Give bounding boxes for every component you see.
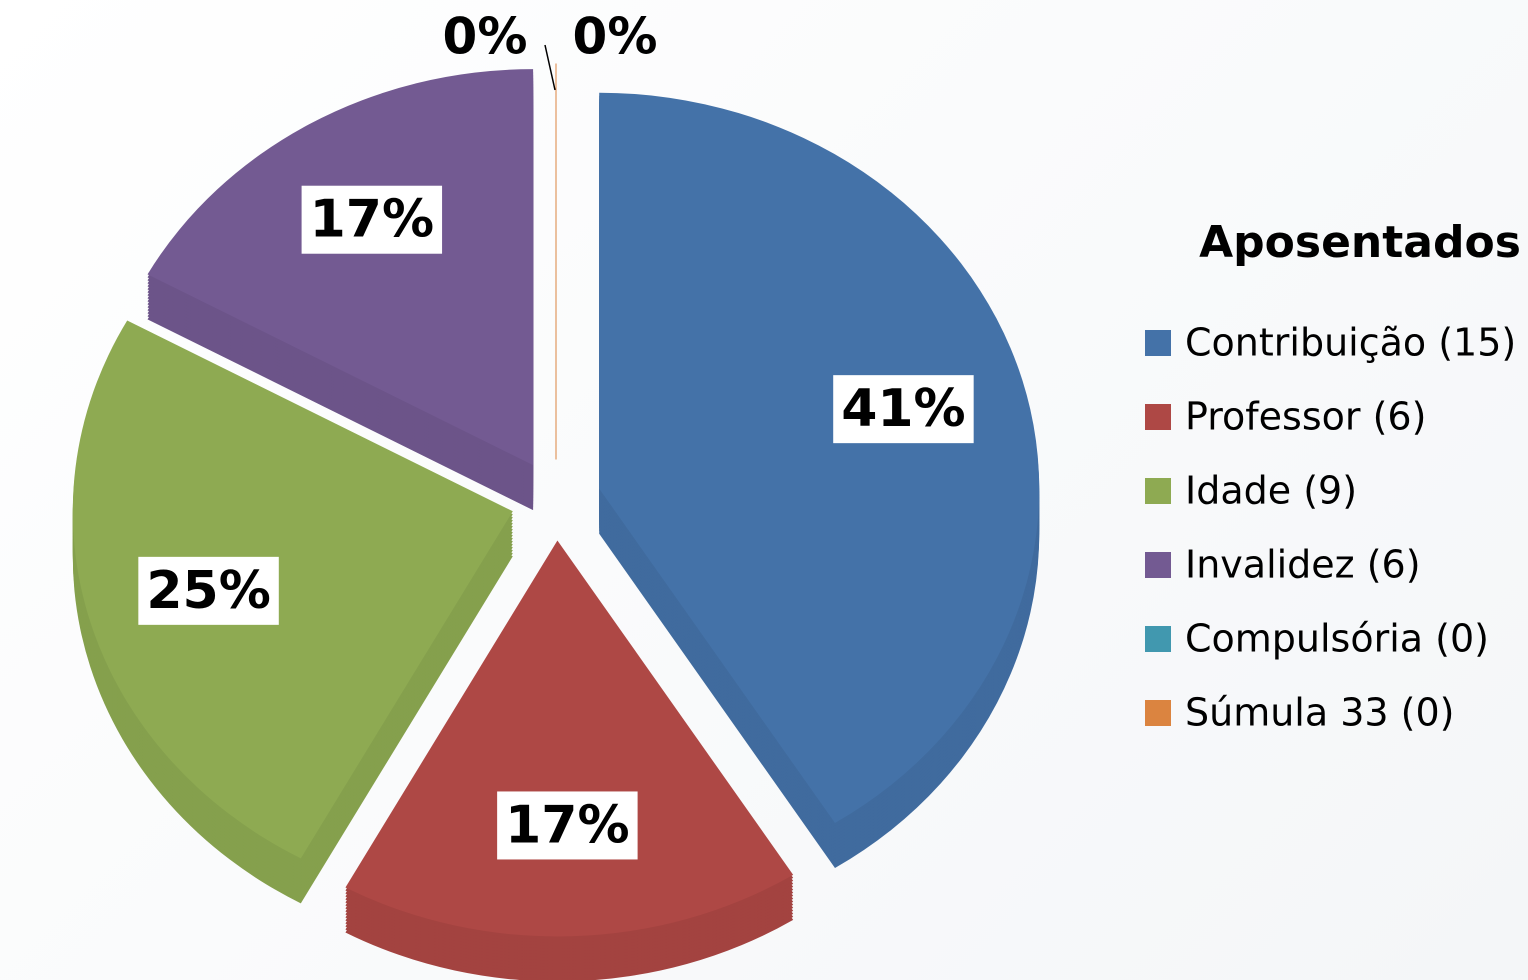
slice [345,540,794,937]
legend-label: Compulsória (0) [1185,617,1489,661]
data-label-box [497,791,638,860]
legend-swatch [1145,700,1171,726]
legend-swatch [1145,330,1171,356]
legend-label: Professor (6) [1185,395,1426,439]
data-label: 0% [443,8,528,66]
data-label: 0% [573,8,658,66]
data-label-box [833,375,974,444]
legend-label: Contribuição (15) [1185,321,1516,365]
leader-line [544,44,556,91]
legend-swatch [1145,626,1171,652]
data-label: 41% [841,379,965,439]
slice [147,69,534,466]
legend-swatch [1145,478,1171,504]
legend-swatch [1145,552,1171,578]
slice [72,320,513,859]
legend-label: Idade (9) [1185,469,1357,513]
slice [599,92,1040,824]
data-label-group: 25% [138,556,279,625]
data-label-box [301,185,443,254]
legend-swatch [1145,404,1171,430]
data-label-group: 17% [301,185,443,254]
data-label: 17% [310,190,434,250]
data-label-group: 17% [497,791,638,860]
data-label: 17% [505,795,629,855]
legend-title: Aposentados [1199,217,1521,268]
legend-label: Invalidez (6) [1185,543,1421,587]
data-label-box [138,556,279,625]
data-label: 25% [146,561,270,621]
data-label-group: 41% [833,375,974,444]
legend-label: Súmula 33 (0) [1185,691,1455,735]
